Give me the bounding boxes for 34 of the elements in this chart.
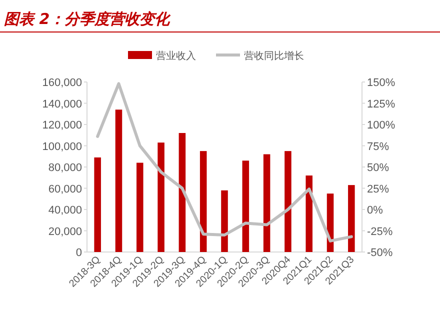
bar xyxy=(136,162,144,252)
y2-tick-label: 100% xyxy=(367,120,396,132)
bar xyxy=(221,190,228,252)
y2-tick-label: 150% xyxy=(367,77,396,89)
line-series xyxy=(96,82,353,242)
legend-label: 营业收入 xyxy=(156,50,196,62)
y2-tick-label: 0% xyxy=(367,204,384,216)
bar xyxy=(115,110,122,252)
y-tick-label: 40,000 xyxy=(48,204,82,216)
y-tick-label: 160,000 xyxy=(42,77,82,89)
bar xyxy=(94,157,101,252)
bar xyxy=(178,133,186,252)
y-tick-label: 80,000 xyxy=(48,162,82,174)
y-tick-label: 0 xyxy=(76,247,82,259)
bar xyxy=(158,142,164,252)
y-tick-label: 140,000 xyxy=(42,98,82,110)
legend-label: 营收同比增长 xyxy=(244,50,304,62)
chart-title: 图表 2：分季度营收变化 xyxy=(4,10,172,28)
bar xyxy=(348,185,355,252)
y2-tick-label: 50% xyxy=(367,162,390,174)
y-tick-label: 120,000 xyxy=(42,120,82,132)
bar xyxy=(263,154,270,252)
bar xyxy=(200,151,207,252)
y2-tick-label: 125% xyxy=(367,98,396,110)
y2-tick-label: -25% xyxy=(367,226,393,238)
y2-tick-label: -50% xyxy=(367,247,393,259)
bar xyxy=(284,151,292,252)
bar xyxy=(242,160,250,252)
y-tick-label: 60,000 xyxy=(48,183,82,196)
y2-tick-label: 75% xyxy=(367,140,390,153)
y2-tick-label: 25% xyxy=(367,183,390,196)
y-tick-label: 100,000 xyxy=(42,140,82,153)
y-tick-label: 20,000 xyxy=(48,226,82,238)
bar xyxy=(306,176,312,252)
